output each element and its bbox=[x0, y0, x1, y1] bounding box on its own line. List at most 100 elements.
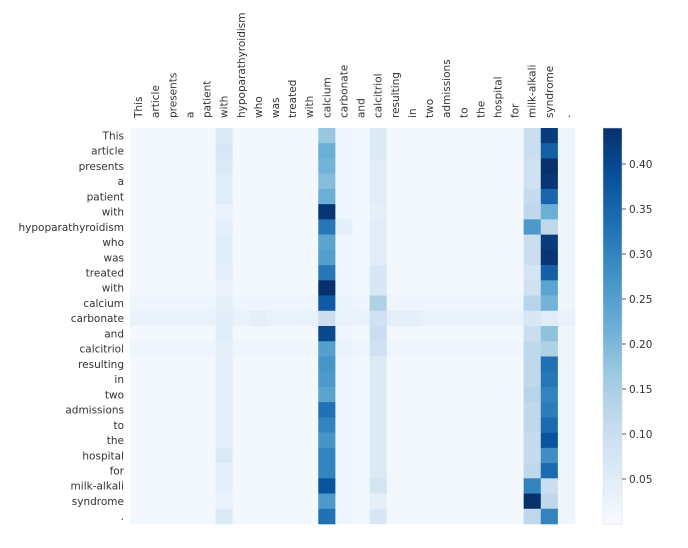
heatmap-cell bbox=[540, 493, 559, 510]
heatmap-cell bbox=[147, 204, 165, 220]
heatmap-cell bbox=[335, 341, 353, 357]
heatmap-cell bbox=[557, 478, 576, 494]
heatmap-cell bbox=[181, 143, 199, 159]
x-tick-label: hospital bbox=[492, 76, 504, 118]
heatmap-cell bbox=[164, 508, 182, 525]
heatmap-cell bbox=[438, 280, 456, 296]
y-tick-label: treated bbox=[86, 267, 124, 279]
heatmap-cell bbox=[352, 493, 370, 510]
heatmap-cell bbox=[147, 432, 165, 449]
x-tick-label: treated bbox=[287, 80, 299, 118]
heatmap-cell bbox=[215, 371, 233, 388]
heatmap-cell bbox=[420, 478, 439, 494]
heatmap-cell bbox=[198, 402, 216, 418]
heatmap-cell bbox=[215, 463, 233, 479]
heatmap-cell bbox=[164, 234, 182, 251]
heatmap-cell bbox=[438, 402, 456, 418]
heatmap-cell bbox=[403, 371, 422, 388]
heatmap-cell bbox=[540, 173, 559, 190]
heatmap-cell bbox=[352, 249, 370, 266]
heatmap-cell bbox=[557, 463, 576, 479]
heatmap-cell bbox=[198, 128, 216, 144]
heatmap-cell bbox=[489, 447, 507, 464]
heatmap-cell bbox=[266, 310, 285, 327]
heatmap-cell bbox=[540, 265, 559, 281]
heatmap-cell bbox=[318, 143, 336, 159]
heatmap-cell bbox=[301, 447, 319, 464]
heatmap-cell bbox=[403, 143, 422, 159]
heatmap-cell bbox=[215, 432, 233, 449]
heatmap-cell bbox=[540, 295, 559, 312]
colorbar-tick-label: 0.25 bbox=[629, 294, 652, 306]
heatmap-cell bbox=[284, 402, 302, 418]
heatmap-cell bbox=[523, 128, 542, 144]
heatmap-cell bbox=[266, 508, 285, 525]
heatmap-cell bbox=[318, 265, 336, 281]
heatmap-cell bbox=[147, 128, 165, 144]
heatmap-cell bbox=[215, 295, 233, 312]
y-tick-label: with bbox=[102, 283, 124, 295]
heatmap-cell bbox=[215, 402, 233, 418]
heatmap-cell bbox=[557, 493, 576, 510]
heatmap-cell bbox=[438, 371, 456, 388]
x-tick-label: patient bbox=[202, 81, 214, 118]
heatmap-cell bbox=[455, 158, 473, 174]
heatmap-cell bbox=[249, 326, 268, 342]
heatmap-cell bbox=[403, 219, 422, 235]
heatmap-cell bbox=[386, 508, 405, 525]
heatmap-cell bbox=[523, 173, 542, 190]
heatmap-cell bbox=[249, 158, 268, 174]
heatmap-cell bbox=[147, 234, 165, 251]
heatmap-cell bbox=[249, 402, 268, 418]
heatmap-cell bbox=[420, 402, 439, 418]
y-tick-label: for bbox=[110, 465, 125, 477]
heatmap-cell bbox=[369, 508, 388, 525]
heatmap-cell bbox=[420, 447, 439, 464]
heatmap-cell bbox=[420, 128, 439, 144]
heatmap-cell bbox=[403, 432, 422, 449]
heatmap-cell bbox=[266, 143, 285, 159]
heatmap-cell bbox=[506, 143, 524, 159]
heatmap-cell bbox=[147, 356, 165, 372]
heatmap-cell bbox=[420, 371, 439, 388]
heatmap-cell bbox=[266, 493, 285, 510]
heatmap-cell bbox=[420, 295, 439, 312]
heatmap-cell bbox=[557, 326, 576, 342]
heatmap-cell bbox=[284, 295, 302, 312]
heatmap-cell bbox=[523, 265, 542, 281]
heatmap-cell bbox=[472, 295, 490, 312]
heatmap-cell bbox=[198, 295, 216, 312]
heatmap-cell bbox=[215, 310, 233, 327]
heatmap-cell bbox=[557, 188, 576, 205]
heatmap-cell bbox=[386, 188, 405, 205]
heatmap-cell bbox=[266, 447, 285, 464]
heatmap-cell bbox=[540, 386, 559, 403]
heatmap-cell bbox=[472, 371, 490, 388]
heatmap-cell bbox=[472, 204, 490, 220]
heatmap-cell bbox=[130, 310, 148, 327]
heatmap-cell bbox=[335, 310, 353, 327]
heatmap-cell bbox=[489, 173, 507, 190]
heatmap-cell bbox=[147, 280, 165, 296]
heatmap-cell bbox=[403, 463, 422, 479]
heatmap-cell bbox=[215, 143, 233, 159]
heatmap-cell bbox=[489, 204, 507, 220]
heatmap-cell bbox=[301, 295, 319, 312]
heatmap-cell bbox=[369, 143, 388, 159]
heatmap-cell bbox=[557, 204, 576, 220]
heatmap-cell bbox=[130, 402, 148, 418]
heatmap-cell bbox=[266, 341, 285, 357]
heatmap-cell bbox=[249, 128, 268, 144]
heatmap-cell bbox=[284, 326, 302, 342]
heatmap-cell bbox=[523, 143, 542, 159]
heatmap-cell bbox=[506, 371, 524, 388]
heatmap-cell bbox=[232, 447, 251, 464]
y-tick-label: This bbox=[102, 130, 124, 142]
heatmap-cell bbox=[198, 478, 216, 494]
heatmap-cell bbox=[249, 173, 268, 190]
heatmap-cell bbox=[352, 173, 370, 190]
heatmap-cell bbox=[198, 493, 216, 510]
heatmap-cell bbox=[489, 386, 507, 403]
heatmap-cell bbox=[386, 204, 405, 220]
heatmap-cell bbox=[369, 173, 388, 190]
